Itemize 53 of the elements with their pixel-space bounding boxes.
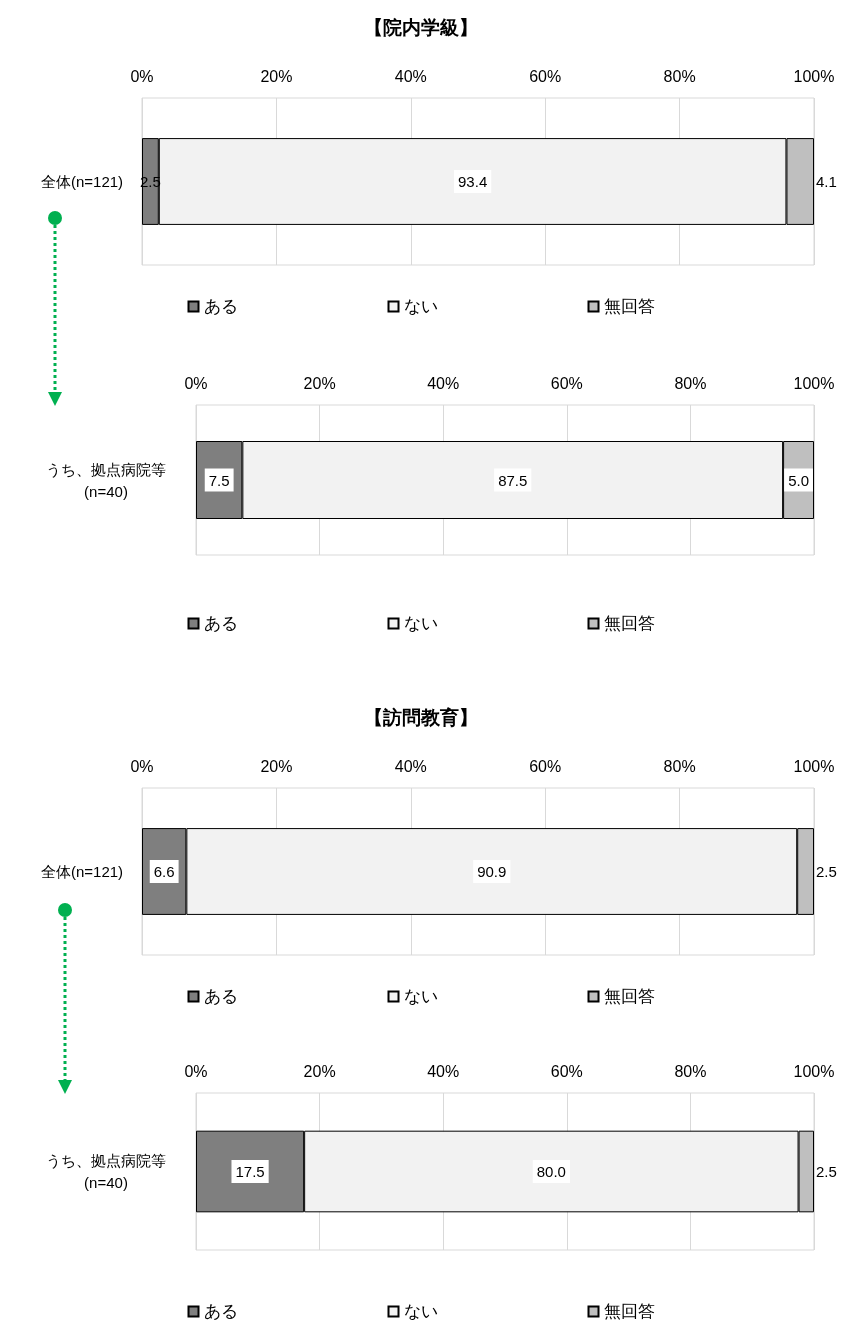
x-tick-label: 40%	[394, 757, 427, 775]
legend-label: 無回答	[603, 614, 655, 633]
x-tick-label: 20%	[260, 757, 293, 775]
data-label: 7.5	[208, 471, 230, 489]
x-tick-label: 20%	[260, 67, 293, 85]
x-tick-label: 40%	[394, 67, 427, 85]
x-tick-label: 60%	[550, 374, 583, 392]
x-tick-label: 0%	[130, 67, 154, 85]
legend-label: ある	[203, 987, 238, 1006]
x-tick-label: 100%	[793, 757, 835, 775]
y-tick-label: 全体(n=121)	[40, 173, 124, 190]
x-tick-label: 20%	[303, 374, 336, 392]
legend-label: ない	[403, 614, 438, 633]
x-tick-label: 80%	[663, 67, 696, 85]
x-tick-label: 80%	[674, 1062, 707, 1080]
x-tick-label: 60%	[529, 67, 562, 85]
y-tick-label: うち、拠点病院等 (n=40)	[46, 1152, 166, 1191]
x-tick-label: 100%	[793, 67, 835, 85]
data-label: 5.0	[788, 471, 809, 489]
x-tick-label: 100%	[793, 1062, 835, 1080]
legend-label: 無回答	[603, 297, 655, 316]
data-label: 2.5	[816, 863, 837, 880]
legend-label: 無回答	[603, 1302, 655, 1320]
legend-label: ない	[403, 1302, 438, 1320]
data-label: 87.5	[498, 471, 528, 489]
x-tick-label: 40%	[427, 374, 460, 392]
legend-label: ない	[403, 987, 438, 1006]
legend-label: 無回答	[603, 987, 655, 1006]
chart-title: 【訪問教育】	[364, 707, 478, 728]
x-tick-label: 20%	[303, 1062, 336, 1080]
x-tick-label: 80%	[663, 757, 696, 775]
x-tick-label: 60%	[550, 1062, 583, 1080]
x-tick-label: 40%	[427, 1062, 460, 1080]
legend-label: ある	[203, 614, 238, 633]
x-tick-label: 0%	[184, 374, 208, 392]
data-label: 17.5	[235, 1163, 265, 1180]
data-label: 4.1	[816, 173, 837, 190]
chart-title: 【院内学級】	[364, 17, 478, 38]
data-label: 2.5	[816, 1163, 837, 1180]
x-tick-label: 60%	[529, 757, 562, 775]
legend-label: ある	[203, 1302, 238, 1320]
data-label: 80.0	[536, 1163, 566, 1180]
legend-label: ある	[203, 297, 238, 316]
y-tick-label: うち、拠点病院等 (n=40)	[46, 460, 166, 500]
data-label: 93.4	[458, 173, 488, 190]
data-label: 90.9	[477, 863, 507, 880]
x-tick-label: 0%	[184, 1062, 208, 1080]
x-tick-label: 80%	[674, 374, 707, 392]
x-tick-label: 100%	[793, 374, 835, 392]
y-tick-label: 全体(n=121)	[40, 863, 124, 880]
data-label: 6.6	[153, 863, 175, 880]
x-tick-label: 0%	[130, 757, 154, 775]
legend-label: ない	[403, 297, 438, 316]
